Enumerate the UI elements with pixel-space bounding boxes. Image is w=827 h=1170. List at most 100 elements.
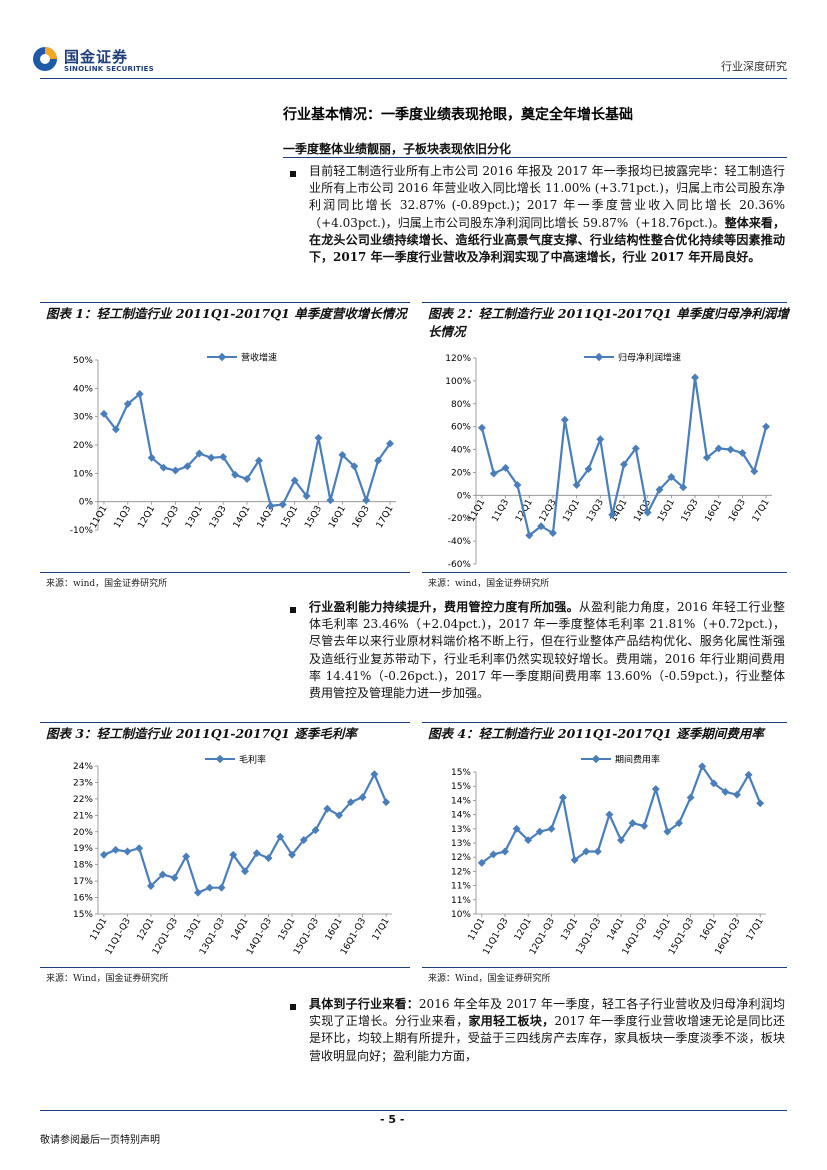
data-point: [605, 810, 614, 819]
x-tick-label: 14Q3: [632, 498, 653, 524]
y-tick-label: 11%: [451, 896, 471, 906]
legend-marker: [591, 754, 601, 764]
data-point: [691, 373, 699, 382]
y-tick-label: 14%: [451, 811, 471, 821]
x-tick-label: 12Q1: [136, 504, 157, 530]
fig1-source: 来源：wind，国金证券研究所: [46, 579, 168, 589]
data-point: [205, 883, 214, 892]
data-point: [679, 483, 688, 492]
data-point: [501, 463, 510, 472]
x-tick-label: 14Q3: [256, 504, 277, 530]
x-tick-label: 15Q3: [303, 504, 324, 530]
p1-text: 目前轻工制造行业所有上市公司 2016 年报及 2017 年一季报均已披露完毕：…: [309, 164, 785, 230]
data-point: [572, 481, 581, 489]
data-point: [726, 445, 735, 454]
logo-mark-icon: [33, 47, 57, 71]
y-tick-label: 14%: [451, 796, 471, 806]
data-point: [195, 449, 204, 458]
x-tick-label: 17Q1: [745, 917, 766, 943]
paragraph-1: 目前轻工制造行业所有上市公司 2016 年报及 2017 年一季报均已披露完毕：…: [309, 163, 785, 266]
x-tick-label: 15Q1: [652, 917, 673, 943]
y-tick-label: 40%: [73, 384, 93, 394]
y-tick-label: 16%: [73, 894, 93, 904]
page-number: - 5 -: [380, 1113, 405, 1126]
bullet-icon: [290, 1004, 296, 1010]
data-point: [762, 422, 771, 431]
y-tick-label: 22%: [73, 795, 93, 805]
data-point: [525, 531, 534, 540]
p3-text-2: 2017 年一季度行业营收增速无论是同比还是环比，均较上期有所提升，受益于三四线…: [309, 1014, 785, 1063]
y-tick-label: 24%: [73, 762, 93, 772]
chart-revenue-growth: 营收增速 -10% 0% 10% 20% 30% 40% 50% 11Q1 11Q3 12Q1 12Q…: [70, 352, 396, 536]
x-tick-label: 14Q1: [232, 504, 253, 530]
p3-bold-1: 具体到子行业来看：: [309, 997, 419, 1011]
data-point: [111, 845, 120, 854]
data-point: [219, 452, 228, 461]
data-point: [501, 847, 509, 856]
y-tick-label: 10%: [451, 910, 471, 920]
fig3-source: 来源：Wind，国金证券研究所: [46, 974, 169, 984]
data-point: [278, 500, 287, 509]
data-point: [171, 466, 180, 475]
company-logo: 国金证券 SINOLINK SECURITIES: [32, 44, 154, 78]
x-tick-label: 11Q1: [89, 504, 110, 530]
legend-marker: [215, 754, 225, 764]
x-tick-label: 11Q1: [467, 498, 488, 524]
data-point: [547, 824, 556, 833]
data-point: [182, 852, 191, 861]
fig4-source: 来源：Wind，国金证券研究所: [428, 974, 551, 984]
paragraph-3: 具体到子行业来看：2016 年全年及 2017 年一季度，轻工各子行业营收及归母…: [309, 996, 785, 1065]
y-tick-label: 23%: [73, 778, 93, 788]
data-point: [640, 822, 649, 830]
fig3-bottom-rule: [40, 967, 410, 968]
data-point: [655, 485, 664, 494]
legend: 毛利率: [205, 754, 266, 766]
x-tick-label: 12Q3: [160, 504, 181, 530]
data-point: [266, 501, 275, 510]
x-tick-label: 16Q3: [727, 498, 748, 524]
fig3-top-rule: [40, 722, 410, 723]
data-point: [382, 798, 391, 807]
y-tick-label: -40%: [448, 537, 472, 547]
y-tick-label: -10%: [70, 526, 94, 536]
fig2-title: 图表 2：轻工制造行业 2011Q1-2017Q1 单季度归母净利润增长情况: [428, 306, 789, 339]
data-point: [326, 496, 335, 505]
footer-divider: [40, 1110, 787, 1111]
y-tick-label: 12%: [451, 853, 471, 863]
x-tick-label: 13Q1: [184, 504, 205, 530]
data-point: [288, 850, 296, 859]
legend-label: 归母净利润增速: [618, 352, 681, 364]
y-tick-label: 50%: [73, 356, 93, 366]
y-tick-label: 20%: [73, 828, 93, 838]
data-point: [335, 811, 344, 820]
data-point: [362, 496, 371, 505]
fig2-top-rule: [422, 302, 787, 303]
report-type: 行业深度研究: [721, 60, 787, 73]
data-point: [123, 847, 132, 856]
data-point: [651, 785, 660, 793]
x-tick-label: 17Q1: [751, 498, 772, 524]
data-point: [686, 793, 695, 802]
x-tick-label: 13Q3: [585, 498, 606, 524]
header-divider: [40, 78, 787, 79]
p2-text: 从盈利能力角度，2016 年轻工行业整体毛利率 23.46%（+2.04pct.…: [309, 600, 785, 701]
paragraph-2: 行业盈利能力持续提升，费用管控力度有所加强。从盈利能力角度，2016 年轻工行业…: [309, 599, 785, 702]
data-point: [698, 762, 707, 771]
chart-gross-margin: 毛利率15%16%17%18%19%20%21%22%23%24%11Q111Q…: [73, 754, 392, 957]
chart-net-profit-growth: 归母净利润增速 -60% -40% -20% 0% 20% 40% 60% 80% 100% 120…: [445, 352, 772, 570]
y-tick-label: 11%: [451, 882, 471, 892]
x-tick-label: 15Q1: [656, 498, 677, 524]
data-point: [512, 824, 521, 833]
data-point: [631, 444, 640, 453]
data-point: [170, 873, 179, 882]
x-tick-label: 14Q1: [230, 917, 251, 943]
data-point: [744, 770, 753, 779]
y-tick-label: 100%: [445, 377, 471, 387]
logo-text-cn: 国金证券: [64, 48, 129, 66]
data-point: [559, 793, 567, 802]
fig4-top-rule: [422, 722, 787, 723]
bullet-icon: [290, 607, 296, 613]
legend-label: 期间费用率: [615, 754, 660, 766]
data-point: [608, 510, 617, 519]
y-tick-label: 40%: [451, 446, 471, 456]
